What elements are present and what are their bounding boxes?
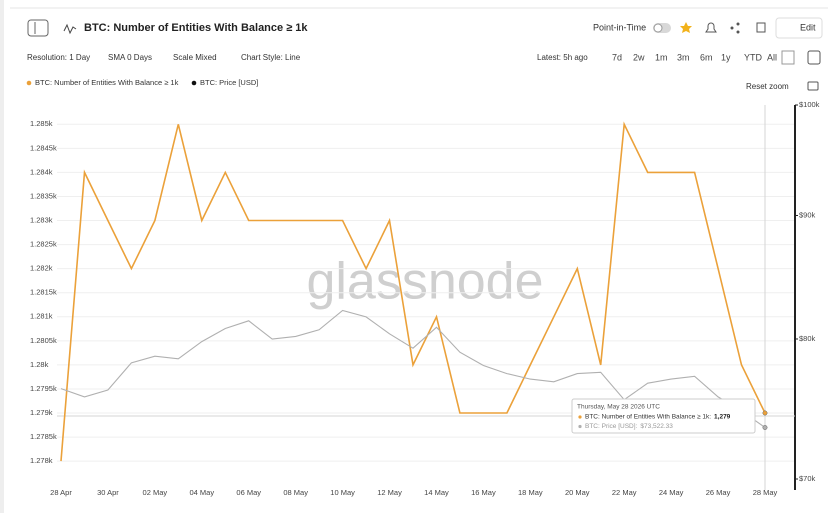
x-tick-label: 20 May <box>565 488 590 497</box>
camera-icon[interactable] <box>807 81 819 91</box>
y-tick-label: 1.284k <box>30 167 53 176</box>
toggle-knob <box>653 23 663 33</box>
calendar-icon[interactable] <box>807 50 821 65</box>
sma-select[interactable]: SMA 0 Days <box>108 53 152 62</box>
y-tick-label: 1.278k <box>30 456 53 465</box>
range-button[interactable]: 1y <box>721 52 731 62</box>
hover-point <box>762 425 768 430</box>
y2-tick-label: $80k <box>799 334 816 343</box>
alert-bell[interactable] <box>705 22 717 33</box>
y-tick-label: 1.2805k <box>30 336 57 345</box>
tooltip-label: BTC: Price [USD]: <box>585 423 638 430</box>
tooltip-box <box>571 398 756 434</box>
hover-point <box>762 410 768 416</box>
y-tick-label: 1.2835k <box>30 191 57 200</box>
series-line <box>60 309 766 428</box>
left-edge <box>0 0 4 513</box>
favorite-star[interactable] <box>680 22 692 33</box>
scale-select[interactable]: Scale Mixed <box>173 53 217 62</box>
y2-tick-label: $100k <box>799 100 820 109</box>
point-in-time-label: Point-in-Time <box>593 22 646 32</box>
x-tick-label: 18 May <box>518 488 543 497</box>
range-button[interactable]: YTD <box>744 52 763 62</box>
y-tick-label: 1.2815k <box>30 288 57 297</box>
y-tick-label: 1.283k <box>30 215 53 224</box>
zoom-icon[interactable] <box>781 50 795 65</box>
x-tick-label: 26 May <box>706 488 731 497</box>
edit-label: Edit <box>800 22 816 32</box>
x-tick-label: 12 May <box>377 488 402 497</box>
x-tick-label: 24 May <box>659 488 684 497</box>
watermark: glassnode <box>306 253 543 311</box>
y-tick-label: 1.28k <box>30 360 49 369</box>
y-tick-label: 1.281k <box>30 312 53 321</box>
tooltip-value: $73,522.33 <box>640 423 673 430</box>
y-tick-label: 1.285k <box>30 119 53 128</box>
y-tick-label: 1.2825k <box>30 240 57 249</box>
range-button[interactable]: 3m <box>677 52 690 62</box>
series-line <box>60 121 766 462</box>
range-button[interactable]: 2w <box>633 52 645 62</box>
tooltip-swatch <box>578 424 582 429</box>
y-tick-label: 1.282k <box>30 264 53 273</box>
reset-zoom[interactable]: Reset zoom <box>746 82 789 91</box>
y-tick-label: 1.2795k <box>30 384 57 393</box>
x-tick-label: 28 May <box>753 488 778 497</box>
tooltip-swatch <box>578 415 582 419</box>
x-tick-label: 14 May <box>424 488 449 497</box>
copy-icon[interactable] <box>756 22 766 33</box>
latest-label: Latest: 5h ago <box>537 53 588 62</box>
range-button[interactable]: All <box>767 52 777 62</box>
x-tick-label: 02 May <box>143 488 168 497</box>
share-icon-dot <box>736 22 740 26</box>
range-button[interactable]: 1m <box>655 52 668 62</box>
y-tick-label: 1.279k <box>30 408 53 417</box>
y2-tick-label: $70k <box>799 474 816 483</box>
x-tick-label: 16 May <box>471 488 496 497</box>
edit-button[interactable] <box>775 17 823 39</box>
style-select[interactable]: Chart Style: Line <box>241 53 301 62</box>
chart-title: BTC: Number of Entities With Balance ≥ 1… <box>84 22 308 34</box>
sidebar-toggle[interactable] <box>27 19 49 37</box>
x-tick-label: 28 Apr <box>50 488 72 497</box>
share-icon-dot <box>736 30 740 34</box>
x-tick-label: 30 Apr <box>97 488 119 497</box>
x-tick-label: 10 May <box>330 488 355 497</box>
x-tick-label: 08 May <box>283 488 308 497</box>
legend-label[interactable]: BTC: Number of Entities With Balance ≥ 1… <box>35 78 179 87</box>
legend-swatch[interactable] <box>191 80 197 86</box>
range-button[interactable]: 7d <box>612 52 622 62</box>
resolution-select[interactable]: Resolution: 1 Day <box>27 53 90 62</box>
y2-tick-label: $90k <box>799 210 816 219</box>
legend-label[interactable]: BTC: Price [USD] <box>200 78 258 87</box>
chart-icon <box>63 23 77 35</box>
x-tick-label: 22 May <box>612 488 637 497</box>
x-tick-label: 06 May <box>236 488 261 497</box>
legend-swatch[interactable] <box>26 80 32 86</box>
tooltip-label: BTC: Number of Entities With Balance ≥ 1… <box>585 414 711 421</box>
y-tick-label: 1.2785k <box>30 432 57 441</box>
x-tick-label: 04 May <box>189 488 214 497</box>
tooltip-value: 1,279 <box>714 414 731 421</box>
share-icon[interactable] <box>730 26 734 30</box>
range-button[interactable]: 6m <box>700 52 713 62</box>
y-tick-label: 1.2845k <box>30 143 57 152</box>
tooltip-date: Thursday, May 28 2026 UTC <box>577 404 660 411</box>
